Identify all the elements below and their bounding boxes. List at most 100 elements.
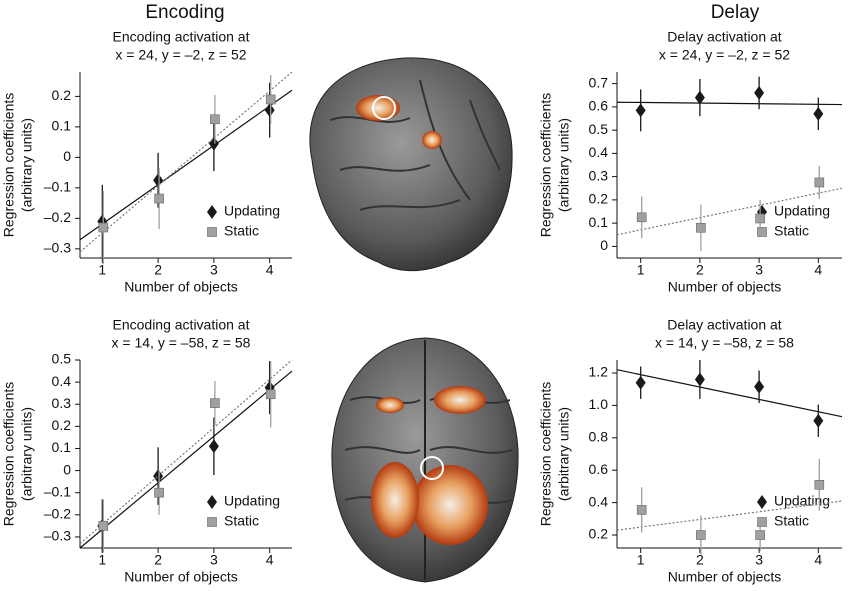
marker [208,136,219,151]
y-tick-label: 0.7 [589,74,609,90]
y-tick-label: 0.3 [52,395,72,411]
fit-line [616,500,843,531]
x-tick-label: 3 [755,262,763,278]
marker [154,487,164,498]
marker [265,94,276,105]
y-tick-label: 0.2 [589,191,609,207]
marker [153,173,164,188]
x-axis-label: Number of objects [668,569,782,585]
x-tick-label: 1 [98,552,106,568]
fit-line [79,89,293,241]
marker [210,114,220,125]
marker [264,103,275,118]
chart-title: Delay activation at [667,29,782,45]
chart-title: x = 14, y = –58, z = 58 [112,335,251,351]
marker [754,85,765,100]
marker [98,222,109,233]
marker [694,90,705,105]
marker [154,193,164,204]
legend-label: Static [224,223,259,239]
x-tick-label: 4 [266,552,274,568]
legend-label: Static [774,513,809,529]
legend-marker [757,517,767,527]
y-tick-label: 0.4 [589,493,609,509]
y-tick-label: 0 [600,237,608,253]
legend-label: Static [224,513,259,529]
marker [635,375,646,390]
marker [208,439,219,454]
x-tick-label: 4 [814,552,822,568]
y-axis-label: Regression coefficients [1,382,17,526]
y-tick-label: 0 [63,148,71,164]
fit-line [79,71,293,253]
legend-label: Updating [774,203,830,219]
y-tick-label: 1.2 [589,364,609,380]
column-title: Encoding [145,2,224,23]
marker [814,177,825,188]
legend-label: Updating [224,493,280,509]
brain-lateral [309,57,513,272]
y-tick-label: 0.1 [52,118,72,134]
legend-marker [757,495,767,509]
marker [813,106,824,121]
chart-title: x = 24, y = –2, z = 52 [115,47,246,63]
y-tick-label: 0.2 [589,526,609,542]
legend-label: Updating [224,203,280,219]
marker [694,372,705,387]
x-axis-label: Number of objects [124,279,238,295]
x-tick-label: 2 [154,262,162,278]
y-tick-label: 0.3 [589,167,609,183]
y-tick-label: 0.1 [589,214,609,230]
x-tick-label: 2 [154,552,162,568]
legend-label: Static [774,223,809,239]
marker [755,213,765,224]
marker [755,530,765,540]
marker [636,505,647,515]
y-tick-label: 0.1 [52,439,72,455]
y-axis-label: (arbitrary units) [19,118,35,212]
y-tick-label: –0.1 [44,483,71,499]
fit-line [616,369,843,418]
x-tick-label: 3 [210,552,218,568]
legend-marker [757,227,767,237]
marker [210,398,220,408]
y-axis-label: Regression coefficients [1,93,17,237]
fit-line [79,359,293,545]
y-tick-label: 0.2 [52,87,72,103]
y-axis-label: (arbitrary units) [556,118,572,212]
y-tick-label: 0.6 [589,461,609,477]
marker [754,379,765,394]
y-tick-label: –0.1 [44,179,71,195]
y-tick-label: –0.3 [44,240,71,256]
brain-top [331,337,519,583]
chart-title: Encoding activation at [113,317,250,333]
y-axis-label: Regression coefficients [538,382,554,526]
x-axis-label: Number of objects [668,279,782,295]
y-tick-label: 0.5 [52,351,72,367]
marker [813,413,824,428]
x-tick-label: 1 [637,262,645,278]
marker [153,469,164,484]
y-tick-label: –0.2 [44,209,71,225]
chart-title: Encoding activation at [113,29,250,45]
x-tick-label: 1 [637,552,645,568]
legend-marker [207,517,217,527]
fit-line [616,101,843,106]
x-tick-label: 3 [755,552,763,568]
legend-label: Updating [774,493,830,509]
legend-marker [207,205,217,219]
x-tick-label: 3 [210,262,218,278]
legend-marker [207,495,217,509]
y-tick-label: 0.8 [589,428,609,444]
y-tick-label: –0.2 [44,506,71,522]
y-tick-label: 0 [63,461,71,477]
y-axis-label: (arbitrary units) [556,407,572,501]
y-axis-label: (arbitrary units) [19,407,35,501]
chart-title: x = 24, y = –2, z = 52 [659,47,790,63]
y-tick-label: 0.2 [52,417,72,433]
x-tick-label: 2 [696,552,704,568]
y-tick-label: 0.5 [589,121,609,137]
y-tick-label: 1.0 [589,396,609,412]
marker [98,521,109,531]
